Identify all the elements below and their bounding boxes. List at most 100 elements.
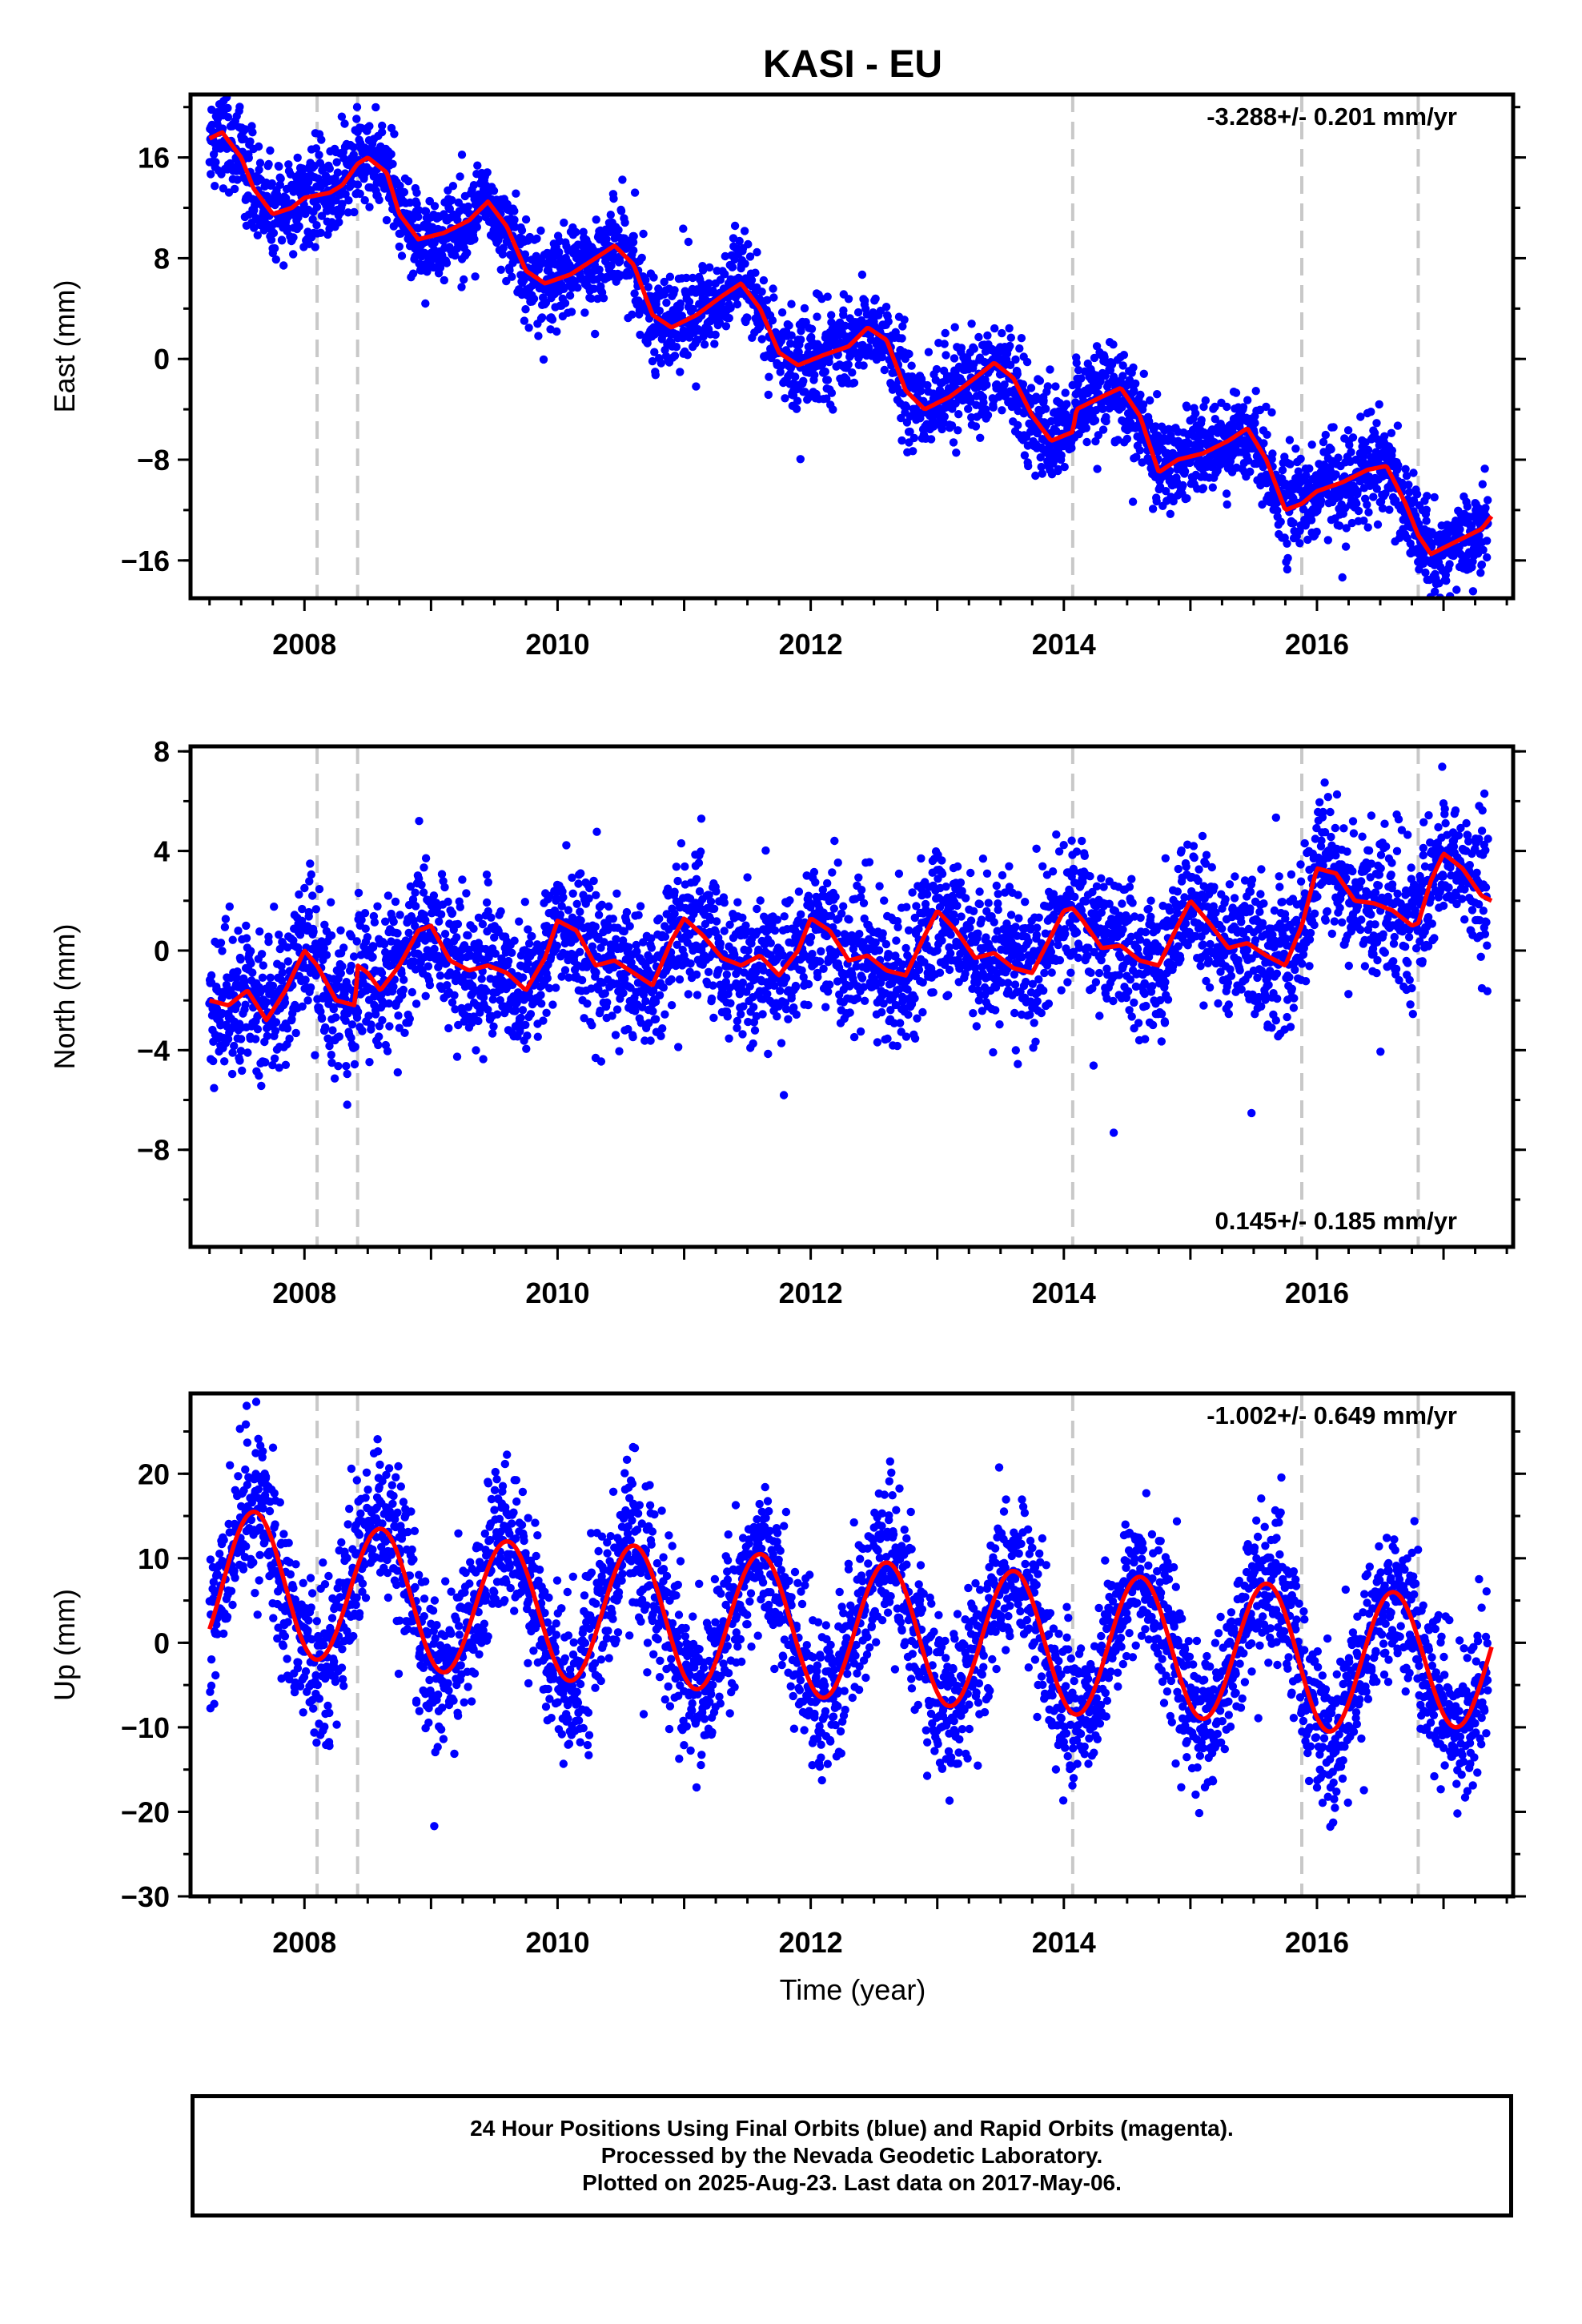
data-point: [315, 151, 323, 159]
data-point: [464, 202, 472, 211]
data-point: [1146, 396, 1154, 405]
data-point: [596, 1057, 606, 1066]
data-point: [241, 1000, 250, 1009]
data-point: [233, 967, 242, 976]
data-point: [283, 224, 292, 233]
data-point: [1132, 452, 1141, 461]
data-point: [552, 327, 561, 336]
data-point: [745, 252, 755, 261]
data-point: [821, 367, 830, 376]
data-point: [223, 113, 233, 122]
data-point: [947, 421, 957, 430]
data-point: [469, 181, 479, 190]
data-point: [300, 883, 309, 893]
data-point: [458, 875, 467, 884]
data-point: [1267, 408, 1276, 417]
data-point: [412, 902, 420, 911]
data-point: [940, 412, 950, 421]
data-point: [656, 1031, 665, 1041]
data-point: [710, 340, 719, 348]
data-point: [562, 841, 571, 850]
data-point: [576, 947, 584, 957]
data-point: [448, 182, 458, 191]
data-point: [592, 891, 600, 900]
data-point: [1476, 569, 1485, 577]
data-point: [425, 980, 435, 990]
data-point: [853, 308, 863, 317]
data-point: [583, 999, 592, 1008]
data-point: [456, 903, 464, 911]
data-point: [861, 296, 869, 305]
data-point: [1057, 451, 1066, 460]
data-point: [728, 263, 737, 271]
data-point: [278, 968, 287, 977]
data-point: [457, 283, 466, 292]
data-point: [207, 170, 215, 179]
data-point: [421, 854, 431, 862]
data-point: [884, 317, 893, 326]
data-point: [676, 299, 685, 308]
data-point: [1479, 545, 1488, 554]
data-point: [1191, 409, 1200, 418]
data-point: [662, 298, 671, 308]
data-point: [349, 952, 359, 961]
data-point: [211, 182, 219, 191]
data-point: [618, 175, 627, 184]
data-point: [235, 103, 244, 111]
data-point: [705, 263, 714, 272]
data-point: [916, 414, 925, 423]
data-point: [799, 376, 808, 385]
data-point: [1263, 430, 1271, 439]
data-point: [340, 119, 349, 128]
data-point: [508, 272, 516, 281]
data-point: [1101, 372, 1110, 380]
data-point: [223, 103, 232, 113]
data-point: [317, 135, 326, 144]
data-point: [1246, 467, 1255, 476]
data-point: [667, 975, 676, 984]
data-point: [375, 195, 383, 204]
data-point: [487, 913, 496, 923]
data-point: [351, 1043, 359, 1051]
data-point: [464, 931, 472, 940]
data-point: [604, 902, 613, 911]
data-point: [1014, 420, 1022, 430]
data-point: [301, 975, 310, 984]
data-point: [909, 447, 917, 456]
data-point: [989, 403, 998, 412]
data-point: [606, 211, 615, 219]
data-point: [336, 969, 345, 978]
y-tick-label: 0: [154, 343, 170, 376]
data-point: [294, 213, 303, 222]
data-point: [228, 935, 237, 944]
data-point: [1327, 444, 1335, 454]
data-point: [463, 248, 472, 257]
data-point: [352, 937, 361, 946]
data-point: [1184, 439, 1194, 448]
data-point: [1321, 430, 1331, 440]
data-point: [498, 250, 508, 259]
data-point: [1013, 369, 1022, 379]
data-point: [1363, 501, 1371, 509]
observation-points: [205, 94, 1492, 598]
data-point: [429, 891, 439, 900]
data-point: [448, 909, 457, 918]
data-point: [1197, 416, 1206, 424]
data-point: [971, 422, 981, 431]
data-point: [555, 247, 564, 257]
data-point: [1345, 440, 1354, 449]
data-point: [478, 919, 488, 929]
data-point: [335, 1032, 343, 1041]
data-point: [1484, 496, 1492, 505]
data-point: [515, 917, 524, 926]
data-point: [284, 160, 293, 169]
data-point: [1468, 587, 1478, 596]
data-point: [807, 324, 817, 333]
data-point: [393, 929, 402, 938]
data-point: [365, 203, 374, 211]
data-point: [520, 275, 528, 284]
data-point: [769, 284, 777, 293]
data-point: [225, 902, 234, 911]
data-point: [630, 188, 640, 197]
data-point: [311, 243, 319, 251]
